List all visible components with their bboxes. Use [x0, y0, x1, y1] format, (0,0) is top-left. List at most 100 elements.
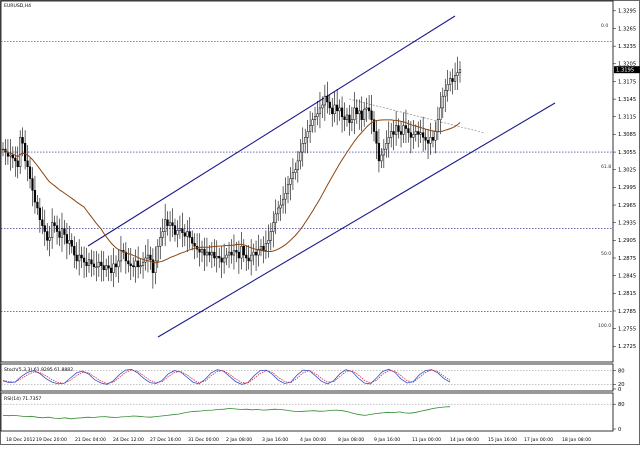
price-tick-label: 1.2815: [618, 291, 636, 297]
fib-label-0: 0.0: [601, 23, 608, 29]
candle-body: [107, 265, 110, 269]
candle-body: [321, 104, 324, 109]
candle-body: [272, 222, 275, 232]
price-tick-label: 1.3025: [618, 168, 636, 174]
candle-body: [446, 84, 449, 91]
indicator-line: [2, 369, 451, 384]
candle-body: [399, 131, 403, 135]
time-label: 14 Jan 08:00: [450, 437, 479, 443]
time-label: 18 Jan 08:00: [562, 437, 591, 443]
candle-body: [68, 240, 71, 244]
candle-body: [458, 69, 462, 73]
candle-body: [296, 160, 299, 170]
candle-body: [85, 261, 88, 266]
candle-body: [159, 237, 162, 247]
candle-body: [215, 255, 218, 259]
candle-body: [166, 219, 169, 226]
candle-body: [119, 250, 123, 262]
price-tick-label: 1.3085: [618, 132, 636, 138]
candle-body: [198, 248, 201, 253]
candle-body: [299, 151, 302, 162]
candle-body: [336, 104, 339, 112]
candle-body: [301, 142, 304, 153]
time-label: 18 Dec 2012: [6, 437, 35, 443]
candle-body: [154, 260, 157, 273]
candle-body: [46, 231, 49, 241]
candle-body: [353, 107, 356, 120]
candles: [1, 56, 462, 289]
candle-body: [424, 137, 427, 141]
time-label: 3 Jan 16:00: [262, 437, 288, 443]
candle-body: [350, 119, 354, 123]
candle-body: [294, 169, 297, 173]
stoch-title: Stoch(5,3,3) 61.9295 61.8882: [4, 367, 73, 373]
candle-body: [41, 219, 44, 226]
candle-body: [92, 263, 96, 268]
price-tick-label: 1.2875: [618, 256, 636, 262]
candle-body: [53, 222, 56, 226]
time-label: 2 Jan 08:00: [226, 437, 252, 443]
price-tick-label: 1.2935: [618, 220, 636, 226]
candle-body: [28, 166, 32, 179]
price-tick-label: 1.3115: [618, 115, 636, 121]
fib-label-3: 100.0: [598, 323, 611, 329]
candle-body: [149, 254, 152, 261]
candle-body: [33, 190, 37, 203]
candle-body: [277, 207, 280, 215]
candle-body: [151, 259, 154, 273]
candle-body: [323, 95, 326, 106]
candle-body: [304, 137, 307, 144]
candle-body: [338, 107, 341, 112]
time-label: 31 Dec 00:00: [188, 437, 219, 443]
candle-body: [279, 204, 282, 209]
candle-body: [328, 101, 331, 109]
candle-body: [237, 251, 240, 259]
candle-body: [102, 265, 105, 271]
candle-body: [274, 213, 277, 223]
candle-body: [36, 201, 39, 209]
candle-body: [213, 251, 216, 259]
candle-body: [326, 95, 329, 103]
candle-body: [404, 125, 408, 129]
time-axis: 18 Dec 2012 19 Dec 20:00 21 Dec 04:00 24…: [6, 437, 591, 443]
candle-body: [171, 222, 174, 226]
candle-body: [355, 107, 358, 115]
time-label: 9 Jan 16:00: [374, 437, 400, 443]
ma-line: [2, 119, 461, 264]
candle-body: [95, 266, 98, 268]
candle-body: [63, 228, 66, 235]
candle-body: [19, 137, 22, 168]
candle-body: [245, 254, 248, 259]
candle-body: [178, 228, 182, 231]
candle-body: [191, 237, 194, 244]
candle-body: [311, 119, 314, 126]
candle-body: [137, 260, 140, 268]
candle-body: [441, 95, 444, 109]
price-tick-label: 1.2785: [618, 309, 636, 315]
candle-body: [208, 251, 211, 256]
candle-body: [385, 142, 388, 150]
candle-body: [97, 261, 100, 268]
candle-body: [254, 251, 258, 256]
candle-body: [73, 245, 76, 256]
candle-body: [156, 245, 159, 262]
candle-body: [218, 255, 221, 259]
candle-body: [318, 107, 322, 115]
candle-body: [414, 131, 417, 135]
candle-body: [176, 230, 179, 235]
candle-body: [417, 131, 420, 135]
candle-body: [412, 134, 415, 138]
regression-channel: [87, 15, 556, 338]
time-label: 4 Jan 00:00: [300, 437, 326, 443]
rsi-title: RSI(14) 71.7357: [4, 396, 41, 402]
candle-body: [173, 225, 177, 235]
candle-body: [331, 107, 334, 115]
candle-body: [124, 251, 127, 262]
candle-body: [203, 248, 206, 256]
candle-body: [313, 116, 317, 120]
price-tick-label: 1.3205: [618, 62, 636, 68]
candle-body: [409, 132, 412, 138]
candle-body: [24, 142, 27, 162]
candle-body: [387, 137, 390, 144]
candle-body: [75, 254, 78, 262]
